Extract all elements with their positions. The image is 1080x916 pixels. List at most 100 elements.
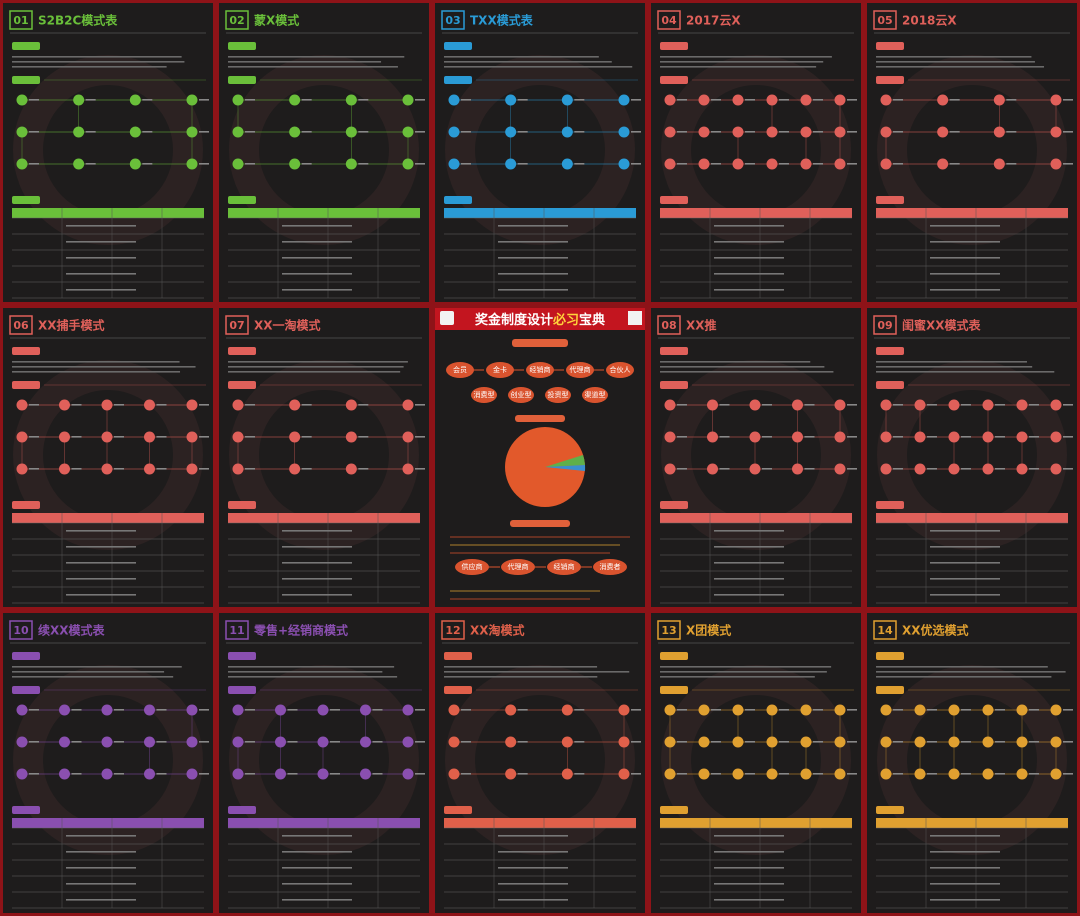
- node: [800, 768, 812, 780]
- bottom-node-label: 经销商: [554, 562, 575, 571]
- node-label: [847, 163, 857, 165]
- node-label: [1029, 773, 1039, 775]
- text-line: [228, 61, 382, 63]
- node: [948, 431, 960, 443]
- node: [766, 126, 778, 138]
- node-label: [893, 163, 903, 165]
- node-label: [330, 741, 340, 743]
- cell-text: [498, 867, 568, 869]
- node-label: [114, 773, 124, 775]
- node-label: [711, 99, 721, 101]
- node: [800, 736, 812, 748]
- node: [982, 431, 994, 443]
- node-label: [961, 436, 971, 438]
- node: [232, 94, 244, 106]
- node-label: [71, 773, 82, 775]
- section-tag: [444, 42, 472, 50]
- node-label: [677, 741, 687, 743]
- node-label: [287, 709, 298, 711]
- section-tag: [876, 42, 904, 50]
- text-line: [660, 676, 815, 678]
- node: [880, 463, 892, 475]
- node: [129, 94, 141, 106]
- text-line: [12, 361, 180, 363]
- node: [664, 768, 676, 780]
- cell-text: [498, 851, 568, 853]
- node: [448, 736, 460, 748]
- cell-text: [498, 289, 568, 291]
- node: [914, 431, 926, 443]
- node-label: [745, 163, 755, 165]
- node-label: [29, 404, 39, 406]
- node: [800, 704, 812, 716]
- node-label: [415, 468, 425, 470]
- node: [101, 431, 113, 443]
- cell-text: [930, 257, 1000, 259]
- node-label: [29, 468, 39, 470]
- node-label: [893, 741, 903, 743]
- node-label: [995, 741, 1005, 743]
- node: [345, 431, 357, 443]
- panel-number: 11: [229, 624, 244, 637]
- node-label: [631, 131, 641, 133]
- node: [16, 463, 28, 475]
- panel-number: 04: [661, 14, 677, 27]
- node: [1050, 431, 1062, 443]
- node: [561, 94, 573, 106]
- node-label: [847, 436, 857, 438]
- text-line: [12, 366, 196, 368]
- node-label: [927, 773, 937, 775]
- node-label: [995, 404, 1005, 406]
- section-tag: [444, 76, 472, 84]
- node-label: [1029, 404, 1039, 406]
- table-header: [228, 208, 420, 218]
- cell-text: [930, 562, 1000, 564]
- section-tag: [512, 339, 568, 347]
- node: [275, 704, 286, 716]
- node-label: [949, 99, 960, 101]
- node: [880, 768, 892, 780]
- node: [345, 399, 357, 411]
- section-tag: [444, 652, 472, 660]
- node-label: [1029, 468, 1039, 470]
- node: [144, 736, 155, 748]
- panel-title: XX推: [686, 318, 717, 333]
- node: [698, 158, 710, 170]
- node-label: [245, 709, 255, 711]
- node: [880, 158, 892, 170]
- node: [448, 94, 460, 106]
- node-label: [1029, 436, 1039, 438]
- top-node: [566, 362, 594, 378]
- bottom-node: [547, 559, 581, 575]
- panel-watermark: [661, 55, 851, 245]
- node-label: [199, 404, 209, 406]
- bottom-node: [455, 559, 489, 575]
- text-line: [444, 61, 612, 63]
- cell-text: [714, 867, 784, 869]
- cell-text: [930, 578, 1000, 580]
- node: [707, 431, 718, 443]
- node-label: [142, 163, 153, 165]
- panel-title: XX淘模式: [470, 623, 525, 638]
- node: [834, 463, 846, 475]
- node: [505, 704, 517, 716]
- node: [289, 158, 301, 170]
- cell-text: [282, 273, 352, 275]
- node-label: [847, 741, 857, 743]
- title-part: 宝典: [579, 312, 605, 328]
- table-header: [228, 818, 420, 828]
- cell-text: [930, 225, 1000, 227]
- node: [948, 768, 960, 780]
- mid-node: [508, 387, 534, 403]
- node: [402, 399, 414, 411]
- section-tag: [876, 686, 904, 694]
- section-tag: [444, 806, 472, 814]
- node-label: [631, 773, 641, 775]
- text-line: [12, 676, 174, 678]
- node-label: [415, 163, 425, 165]
- node: [732, 768, 744, 780]
- node: [937, 126, 949, 138]
- node: [345, 94, 357, 106]
- node: [749, 463, 761, 475]
- node-label: [517, 131, 528, 133]
